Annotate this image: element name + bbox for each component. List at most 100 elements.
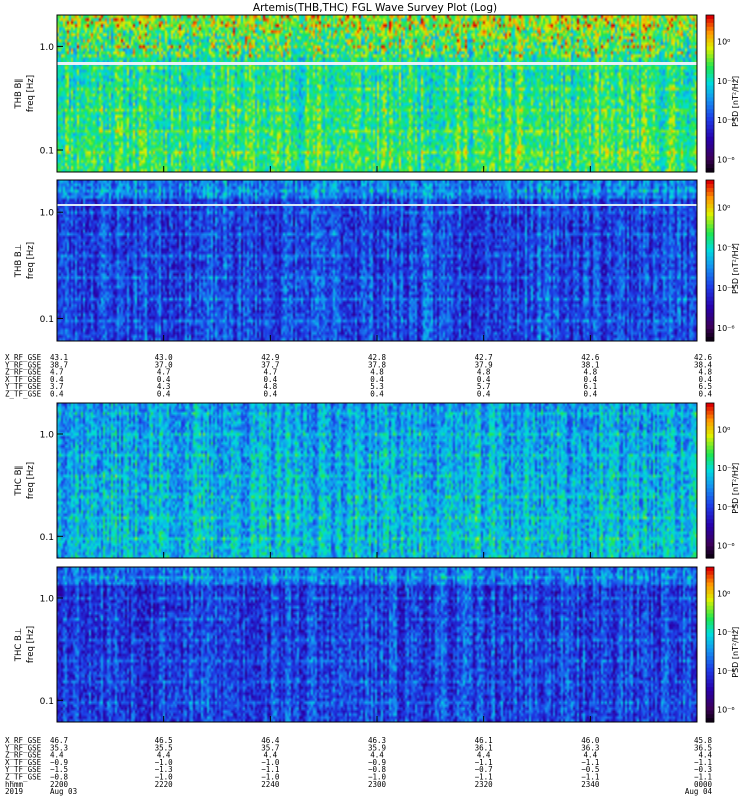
colorbar-label: PSD [nT²/Hz]	[731, 463, 740, 514]
ephem-value: 35.3	[50, 743, 68, 752]
colorbar-cell	[706, 34, 714, 40]
ephem-label: 2019	[5, 787, 23, 796]
y-tick-label: 1.0	[40, 595, 55, 605]
ephem-value: 4.7	[50, 368, 64, 377]
colorbar-cell	[706, 336, 714, 342]
colorbar: 10⁰ 10⁻² 10⁻⁴ 10⁻⁶ PSD [nT²/Hz]	[705, 566, 740, 723]
colorbar-tick-label: 10⁻⁴	[717, 284, 735, 293]
colorbar-cell	[706, 66, 714, 71]
colorbar-label: PSD [nT²/Hz]	[731, 243, 740, 294]
colorbar-cell	[706, 652, 714, 657]
colorbar-cell	[706, 164, 714, 169]
colorbar-cell	[706, 212, 714, 217]
colorbar-cell	[706, 304, 714, 310]
ephem-value: 4.4	[584, 751, 598, 760]
colorbar-cell	[706, 284, 714, 290]
colorbar-cell	[706, 58, 714, 63]
colorbar-cell	[706, 264, 714, 270]
colorbar-cell	[706, 69, 714, 75]
colorbar-cell	[706, 288, 714, 294]
colorbar-cell	[706, 578, 714, 584]
ephem-value: 0.4	[50, 390, 64, 399]
ephem-value: −1.5	[50, 765, 68, 774]
ephem-value: −1.1	[475, 773, 493, 782]
ephem-value: −0.9	[50, 758, 68, 767]
colorbar-cell	[706, 109, 714, 114]
colorbar-cell	[706, 515, 714, 520]
ephem-value: 46.5	[155, 736, 173, 745]
colorbar-cell	[706, 671, 714, 677]
ephem-value: −1.1	[475, 758, 493, 767]
ephem-label: Z_TF_GSE	[5, 390, 42, 399]
panel-ylabel-top: THC B⊥	[14, 628, 24, 662]
ephem-value: −1.0	[155, 773, 174, 782]
colorbar-cell	[706, 590, 714, 595]
ephem-value: 4.4	[477, 751, 491, 760]
ephem-value: 4.8	[477, 368, 491, 377]
ephem-label: Y_RF_GSE	[5, 360, 42, 369]
colorbar-cell	[706, 403, 714, 408]
colorbar-frame	[705, 402, 715, 559]
ephem-value: 4.4	[157, 751, 171, 760]
colorbar-tick-label: 10⁰	[717, 203, 730, 212]
ephem-value: −1.0	[368, 773, 387, 782]
ephem-value: 4.4	[50, 751, 64, 760]
colorbar-cell	[706, 586, 714, 591]
colorbar-cell	[706, 308, 714, 314]
colorbar-cell	[706, 97, 714, 102]
colorbar-cell	[706, 324, 714, 330]
gap-band	[57, 62, 697, 65]
colorbar-tick-label: 10⁻²	[717, 244, 735, 253]
colorbar-cell	[706, 663, 714, 669]
ephem-value: 46.4	[261, 736, 280, 745]
ephem-value: 2220	[155, 780, 174, 789]
ephem-value: 0.4	[584, 390, 598, 399]
colorbar-cell	[706, 445, 714, 451]
colorbar-cell	[706, 136, 714, 142]
ephem-value: −0.3	[694, 765, 712, 774]
ephem-label: Y_RF_GSE	[5, 743, 42, 752]
colorbar-cell	[706, 148, 714, 153]
colorbar-cell	[706, 46, 714, 51]
ephem-value: −1.0	[261, 758, 280, 767]
ephem-value: −0.8	[368, 765, 387, 774]
colorbar-cell	[706, 648, 714, 653]
colorbar-cell	[706, 224, 714, 229]
ephem-value: 46.0	[581, 736, 600, 745]
ephem-label: Z_TF_GSE	[5, 773, 42, 782]
colorbar-cell	[706, 644, 714, 649]
panel-thc-bpar: 1.0 0.1 THC B∥ freq [Hz] 10⁰ 10⁻² 10⁻⁴ 10⁻⁶ PSD …	[14, 402, 740, 559]
colorbar-cell	[706, 660, 714, 665]
colorbar-tick-label: 10⁻⁴	[717, 667, 735, 676]
colorbar-cell	[706, 598, 714, 603]
colorbar-cell	[706, 441, 714, 447]
ephem-value: 2300	[368, 780, 387, 789]
colorbar-cell	[706, 312, 714, 318]
ephem-value: 46.3	[368, 736, 386, 745]
ephem-value: 0.4	[264, 375, 278, 384]
ephem-value: 4.7	[157, 368, 171, 377]
colorbar-cell	[706, 120, 714, 126]
ephem-value: 5.3	[370, 382, 384, 391]
colorbar-cell	[706, 414, 714, 420]
colorbar-cell	[706, 113, 714, 118]
ephem-value: 42.7	[475, 353, 493, 362]
ephem-value: 37.7	[261, 360, 279, 369]
ephem-label: Z_RF_GSE	[5, 751, 42, 760]
colorbar-cell	[706, 300, 714, 306]
panel-ylabel-top: THC B∥	[14, 465, 24, 496]
ephem-value: −1.1	[694, 773, 712, 782]
colorbar-cell	[706, 625, 714, 630]
ephem-value: −1.1	[261, 765, 279, 774]
colorbar-cell	[706, 629, 714, 634]
colorbar-cell	[706, 236, 714, 241]
colorbar-cell	[706, 683, 714, 688]
y-tick-label: 0.1	[40, 147, 54, 157]
colorbar-cell	[706, 621, 714, 626]
colorbar-cell	[706, 272, 714, 278]
colorbar-cell	[706, 691, 714, 696]
panel-ylabel: freq [Hz]	[26, 626, 36, 663]
ephem-label: Z_RF_GSE	[5, 368, 42, 377]
ephem-value: 36.1	[475, 743, 493, 752]
